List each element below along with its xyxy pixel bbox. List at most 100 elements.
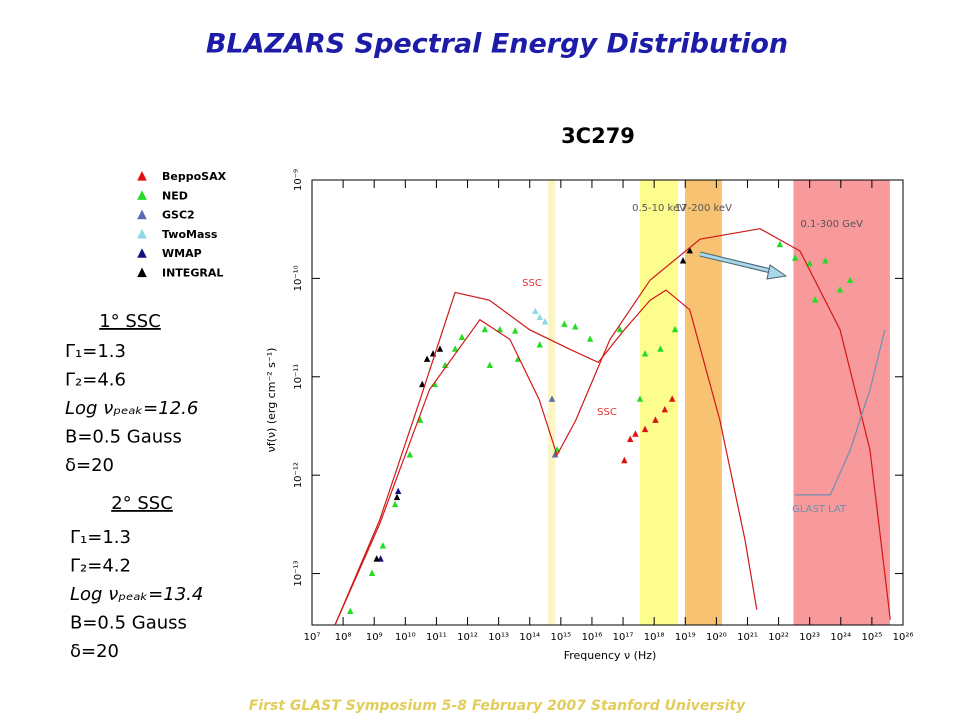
y-tick-label: 10⁻¹² <box>293 462 304 488</box>
x-tick-label: 10²⁴ <box>830 632 851 643</box>
x-tick-label: 10¹⁷ <box>613 632 634 643</box>
y-tick-label: 10⁻¹³ <box>293 561 304 587</box>
slide-title: BLAZARS Spectral Energy Distribution <box>206 29 788 60</box>
y-tick-label: 10⁻¹⁰ <box>293 265 304 291</box>
data-point <box>496 325 504 333</box>
data-point <box>373 555 380 562</box>
panel-line: Γ₁=1.3 <box>65 341 126 362</box>
x-tick-label: 10⁹ <box>366 632 383 643</box>
data-point <box>561 320 568 327</box>
legend-label: GSC2 <box>162 209 195 222</box>
data-point <box>846 276 854 283</box>
data-point <box>393 493 401 501</box>
data-point <box>811 296 819 303</box>
legend-marker <box>137 248 147 258</box>
x-tick-label: 10⁷ <box>304 632 321 643</box>
x-tick-label: 10¹⁶ <box>582 632 603 643</box>
x-tick-label: 10²² <box>768 632 789 643</box>
data-point <box>572 323 579 330</box>
arrow <box>699 251 788 280</box>
panel-line: δ=20 <box>65 455 114 476</box>
data-point <box>641 425 649 433</box>
data-point <box>652 416 659 423</box>
y-tick-label: 10⁻⁹ <box>293 169 304 191</box>
data-point <box>671 325 679 333</box>
x-tick-label: 10¹³ <box>488 632 509 643</box>
data-point <box>394 487 402 495</box>
chart-title: 3C279 <box>561 124 635 148</box>
model-curve <box>334 289 758 626</box>
x-tick-label: 10²¹ <box>737 632 758 643</box>
legend-marker <box>137 171 147 181</box>
curve-label: GLAST LAT <box>792 504 847 515</box>
panel-line: Log νₚₑₐₖ=13.4 <box>70 584 203 605</box>
band-label: 17-200 keV <box>675 203 732 214</box>
x-tick-label: 10⁸ <box>335 632 352 643</box>
data-point <box>661 405 669 413</box>
energy-band <box>548 180 556 625</box>
data-point <box>423 355 431 362</box>
data-point <box>368 569 376 576</box>
band-label: 0.5-10 keV <box>632 203 686 214</box>
energy-band <box>793 180 890 625</box>
data-point <box>347 607 354 615</box>
data-point <box>486 361 493 368</box>
data-point <box>668 395 676 402</box>
data-point <box>541 318 549 325</box>
data-point <box>536 341 543 348</box>
data-point <box>632 430 639 437</box>
data-point <box>511 327 519 334</box>
data-point <box>627 435 634 442</box>
x-tick-label: 10¹⁵ <box>550 632 571 643</box>
data-point <box>451 345 459 352</box>
data-point <box>686 246 694 254</box>
data-point <box>657 345 664 352</box>
x-tick-label: 10²⁵ <box>862 632 883 643</box>
annotation: SSC <box>597 407 617 418</box>
x-tick-label: 10¹⁰ <box>395 632 416 643</box>
footer: First GLAST Symposium 5-8 February 2007 … <box>249 698 746 714</box>
energy-band <box>639 180 679 625</box>
annotation: SSC <box>522 278 542 289</box>
data-point <box>822 257 829 264</box>
panel-line: Γ₁=1.3 <box>70 527 131 548</box>
data-point <box>431 380 439 388</box>
plot-frame <box>311 179 904 626</box>
x-tick-label: 10²³ <box>799 632 820 643</box>
legend-label: NED <box>162 189 188 202</box>
x-tick-label: 10¹⁸ <box>644 632 665 643</box>
x-tick-label: 10¹² <box>457 632 478 643</box>
legend-marker <box>137 190 147 200</box>
data-point <box>776 240 784 248</box>
data-point <box>616 325 624 333</box>
model-curve <box>795 329 886 496</box>
data-point <box>836 286 844 293</box>
data-point <box>481 325 489 333</box>
data-point <box>641 350 649 357</box>
data-point <box>548 395 556 402</box>
legend-marker <box>137 228 147 239</box>
panel-line: δ=20 <box>70 641 119 662</box>
data-point <box>636 395 644 402</box>
model-curve <box>334 228 891 626</box>
panel-heading: 2° SSC <box>111 493 173 514</box>
data-point <box>791 254 799 261</box>
data-point <box>406 451 414 458</box>
y-tick-label: 10⁻¹¹ <box>293 364 304 390</box>
panel-line: B=0.5 Gauss <box>65 427 182 448</box>
data-point <box>391 500 399 508</box>
x-axis-label: Frequency ν (Hz) <box>564 649 657 662</box>
x-tick-label: 10¹¹ <box>426 632 447 643</box>
data-point <box>621 456 628 464</box>
x-tick-label: 10²⁶ <box>893 632 914 643</box>
legend-label: BeppoSAX <box>162 170 227 183</box>
data-point <box>532 307 539 314</box>
data-point <box>586 335 594 342</box>
legend-label: TwoMass <box>162 228 218 241</box>
panel-line: Γ₂=4.2 <box>70 556 131 577</box>
legend-marker <box>137 267 147 278</box>
legend-marker <box>137 209 147 220</box>
panel-heading: 1° SSC <box>99 311 161 332</box>
panel-line: Log νₚₑₐₖ=12.6 <box>65 398 198 419</box>
